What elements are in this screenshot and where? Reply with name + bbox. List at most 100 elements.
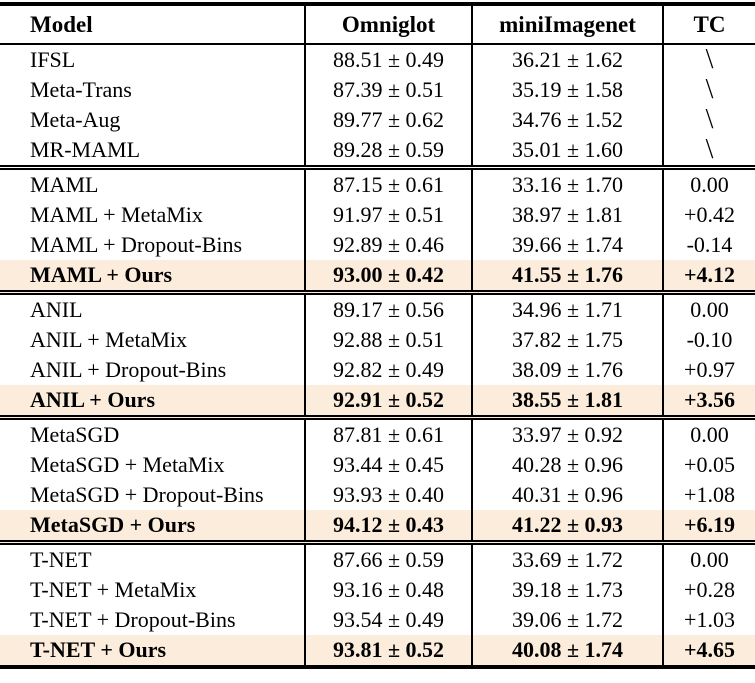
- omniglot-cell: 89.17 ± 0.56: [304, 290, 472, 325]
- table-row: ANIL + MetaMix 92.88 ± 0.51 37.82 ± 1.75 -0…: [0, 325, 755, 355]
- miniimagenet-cell: 36.21 ± 1.62: [471, 44, 663, 75]
- table-row: MetaSGD 87.81 ± 0.61 33.97 ± 0.92 0.00: [0, 415, 755, 450]
- omniglot-cell: 91.97 ± 0.51: [304, 200, 472, 230]
- miniimagenet-cell: 33.69 ± 1.72: [471, 540, 663, 575]
- tc-cell: \: [662, 135, 755, 168]
- tc-cell: 0.00: [662, 165, 755, 200]
- tc-cell: +4.65: [662, 635, 755, 667]
- results-table: Model Omniglot miniImagenet TC IFSL 88.51…: [0, 2, 755, 669]
- table-row: ANIL + Ours 92.91 ± 0.52 38.55 ± 1.81 +3.56: [0, 385, 755, 418]
- model-cell: MetaSGD + MetaMix: [30, 452, 225, 477]
- miniimagenet-cell: 40.08 ± 1.74: [471, 635, 663, 667]
- omniglot-cell: 93.54 ± 0.49: [304, 605, 472, 635]
- miniimagenet-cell: 40.31 ± 0.96: [471, 480, 663, 510]
- tc-cell: +1.08: [662, 480, 755, 510]
- model-cell: MAML + Ours: [30, 262, 173, 287]
- model-cell: MetaSGD: [0, 415, 305, 450]
- model-cell: Meta-Trans: [30, 77, 132, 102]
- model-cell: MetaSGD + Ours: [30, 512, 196, 537]
- omniglot-cell: 88.51 ± 0.49: [304, 44, 472, 75]
- tc-cell: +1.03: [662, 605, 755, 635]
- miniimagenet-cell: 35.19 ± 1.58: [471, 75, 663, 105]
- table-row: MR-MAML 89.28 ± 0.59 35.01 ± 1.60 \: [0, 135, 755, 168]
- miniimagenet-cell: 34.96 ± 1.71: [471, 290, 663, 325]
- miniimagenet-cell: 38.55 ± 1.81: [471, 385, 663, 418]
- model-cell: T-NET + MetaMix: [30, 577, 197, 602]
- table-row: MetaSGD + Ours 94.12 ± 0.43 41.22 ± 0.93 +6…: [0, 510, 755, 543]
- table-row: ANIL 89.17 ± 0.56 34.96 ± 1.71 0.00: [0, 290, 755, 325]
- omniglot-cell: 93.44 ± 0.45: [304, 450, 472, 480]
- table-row: Meta-Trans 87.39 ± 0.51 35.19 ± 1.58 \: [0, 75, 755, 105]
- tc-cell: -0.14: [662, 230, 755, 260]
- omniglot-cell: 92.89 ± 0.46: [304, 230, 472, 260]
- omniglot-cell: 92.91 ± 0.52: [304, 385, 472, 418]
- table-row: T-NET + Ours 93.81 ± 0.52 40.08 ± 1.74 +4.6…: [0, 635, 755, 667]
- model-cell: T-NET + Dropout-Bins: [30, 607, 236, 632]
- omniglot-cell: 87.15 ± 0.61: [304, 165, 472, 200]
- omniglot-cell: 93.81 ± 0.52: [304, 635, 472, 667]
- table-body: IFSL 88.51 ± 0.49 36.21 ± 1.62 \ Meta-Trans 8…: [0, 44, 755, 667]
- miniimagenet-cell: 39.66 ± 1.74: [471, 230, 663, 260]
- tc-cell: +0.97: [662, 355, 755, 385]
- tc-cell: 0.00: [662, 415, 755, 450]
- tc-cell: +0.42: [662, 200, 755, 230]
- model-cell: T-NET + Ours: [30, 637, 167, 662]
- model-cell: MAML: [0, 165, 305, 200]
- table-row: T-NET + Dropout-Bins 93.54 ± 0.49 39.06 ± …: [0, 605, 755, 635]
- miniimagenet-cell: 39.18 ± 1.73: [471, 575, 663, 605]
- tc-cell: \: [662, 44, 755, 75]
- model-cell: MetaSGD + Dropout-Bins: [30, 482, 264, 507]
- table-row: MAML 87.15 ± 0.61 33.16 ± 1.70 0.00: [0, 165, 755, 200]
- tc-cell: 0.00: [662, 290, 755, 325]
- tc-cell: +3.56: [662, 385, 755, 418]
- model-cell: ANIL: [0, 290, 305, 325]
- model-cell: MR-MAML: [30, 137, 141, 162]
- model-cell: IFSL: [30, 47, 76, 72]
- omniglot-cell: 93.93 ± 0.40: [304, 480, 472, 510]
- tc-cell: \: [662, 75, 755, 105]
- omniglot-cell: 92.88 ± 0.51: [304, 325, 472, 355]
- model-cell: ANIL + Dropout-Bins: [30, 357, 227, 382]
- miniimagenet-cell: 35.01 ± 1.60: [471, 135, 663, 168]
- tc-cell: \: [662, 105, 755, 135]
- table-row: MAML + Dropout-Bins 92.89 ± 0.46 39.66 ± 1…: [0, 230, 755, 260]
- table-row: MAML + MetaMix 91.97 ± 0.51 38.97 ± 1.81 +0…: [0, 200, 755, 230]
- tc-cell: +0.05: [662, 450, 755, 480]
- miniimagenet-cell: 40.28 ± 0.96: [471, 450, 663, 480]
- table-row: Meta-Aug 89.77 ± 0.62 34.76 ± 1.52 \: [0, 105, 755, 135]
- model-cell: MAML + Dropout-Bins: [30, 232, 243, 257]
- miniimagenet-cell: 38.97 ± 1.81: [471, 200, 663, 230]
- miniimagenet-cell: 39.06 ± 1.72: [471, 605, 663, 635]
- miniimagenet-cell: 38.09 ± 1.76: [471, 355, 663, 385]
- miniimagenet-cell: 34.76 ± 1.52: [471, 105, 663, 135]
- table-row: MetaSGD + MetaMix 93.44 ± 0.45 40.28 ± 0.9…: [0, 450, 755, 480]
- miniimagenet-cell: 33.16 ± 1.70: [471, 165, 663, 200]
- tc-cell: -0.10: [662, 325, 755, 355]
- omniglot-cell: 94.12 ± 0.43: [304, 510, 472, 543]
- miniimagenet-cell: 37.82 ± 1.75: [471, 325, 663, 355]
- model-cell: T-NET: [0, 540, 305, 575]
- omniglot-cell: 87.66 ± 0.59: [304, 540, 472, 575]
- column-header-miniimagenet: miniImagenet: [471, 4, 663, 45]
- tc-cell: +4.12: [662, 260, 755, 293]
- column-header-tc: TC: [662, 4, 755, 45]
- omniglot-cell: 87.81 ± 0.61: [304, 415, 472, 450]
- model-cell: MAML + MetaMix: [30, 202, 203, 227]
- table-row: MetaSGD + Dropout-Bins 93.93 ± 0.40 40.31 …: [0, 480, 755, 510]
- tc-cell: 0.00: [662, 540, 755, 575]
- table-row: IFSL 88.51 ± 0.49 36.21 ± 1.62 \: [0, 44, 755, 75]
- model-cell: ANIL + Ours: [30, 387, 156, 412]
- table-row: T-NET 87.66 ± 0.59 33.69 ± 1.72 0.00: [0, 540, 755, 575]
- omniglot-cell: 89.28 ± 0.59: [304, 135, 472, 168]
- model-cell: ANIL + MetaMix: [30, 327, 188, 352]
- omniglot-cell: 87.39 ± 0.51: [304, 75, 472, 105]
- tc-cell: +6.19: [662, 510, 755, 543]
- column-header-omniglot: Omniglot: [304, 4, 472, 45]
- table-row: MAML + Ours 93.00 ± 0.42 41.55 ± 1.76 +4.12: [0, 260, 755, 293]
- miniimagenet-cell: 41.55 ± 1.76: [471, 260, 663, 293]
- omniglot-cell: 93.16 ± 0.48: [304, 575, 472, 605]
- model-cell: Meta-Aug: [30, 107, 121, 132]
- omniglot-cell: 89.77 ± 0.62: [304, 105, 472, 135]
- omniglot-cell: 92.82 ± 0.49: [304, 355, 472, 385]
